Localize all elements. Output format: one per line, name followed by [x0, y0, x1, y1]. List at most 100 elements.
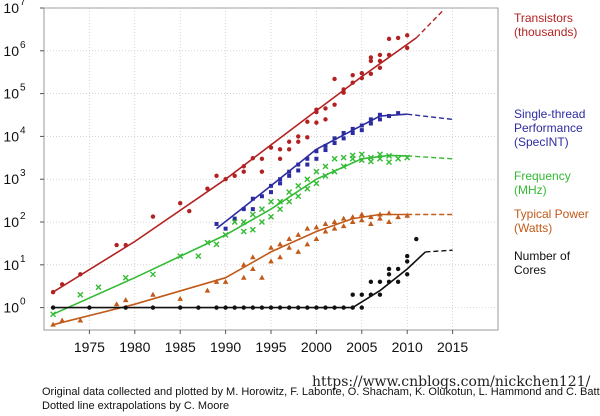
series-4-point — [368, 292, 374, 297]
series-2-point — [122, 274, 129, 281]
series-0-point — [386, 36, 392, 42]
series-3-point — [59, 317, 65, 323]
series-1-point — [296, 162, 301, 167]
series-2-point — [395, 155, 402, 162]
y-tick-label: 10 — [3, 86, 19, 102]
series-0-point — [368, 58, 374, 64]
y-tick-exponent: 1 — [20, 254, 26, 265]
y-tick-exponent: 6 — [20, 40, 26, 51]
series-3-point — [331, 219, 338, 225]
series-3-point — [259, 274, 265, 280]
series-4-point — [323, 305, 328, 310]
series-3-point — [340, 223, 347, 229]
series-1-point — [323, 143, 328, 148]
series-1-point — [232, 216, 237, 221]
series-1-point — [287, 173, 292, 178]
series-3-label-line: (Watts) — [514, 221, 552, 235]
series-1-point — [377, 112, 382, 117]
series-3-point — [268, 258, 274, 264]
series-3-point — [349, 214, 356, 220]
series-0-point — [150, 214, 156, 219]
series-2-point — [240, 228, 247, 235]
x-tick-label: 1990 — [210, 339, 241, 355]
series-0-point — [187, 208, 192, 214]
series-2-trend-line — [52, 154, 408, 315]
series-0-point — [123, 242, 128, 248]
series-0-point — [259, 169, 265, 174]
series-4-point — [232, 305, 237, 310]
series-0-point — [350, 72, 355, 78]
y-tick-label: 10 — [3, 171, 19, 187]
series-0-point — [323, 117, 328, 122]
series-0-point — [323, 106, 328, 111]
series-2-label-line: Frequency — [514, 169, 571, 183]
series-0-point — [286, 139, 292, 144]
series-2-point — [322, 163, 329, 170]
series-2-point — [313, 168, 320, 175]
series-3-point — [304, 241, 311, 247]
series-1-point — [377, 117, 382, 122]
series-0-point — [296, 139, 301, 144]
series-0-point — [59, 282, 65, 287]
series-2-point — [386, 159, 393, 166]
y-tick-label: 10 — [3, 257, 19, 273]
x-tick-label: 2000 — [301, 339, 332, 355]
series-0-point — [241, 169, 246, 174]
series-1-point — [323, 148, 328, 153]
series-3-point — [295, 248, 302, 254]
series-2-point — [295, 193, 302, 200]
series-0-point — [114, 242, 119, 248]
series-1-point — [241, 207, 246, 212]
series-1-point — [332, 136, 337, 141]
series-3-point — [359, 217, 365, 223]
series-0-point — [50, 289, 56, 295]
series-3-point — [50, 321, 56, 327]
series-2-point — [258, 206, 265, 213]
series-4-point — [341, 305, 346, 310]
series-1-point — [250, 196, 255, 201]
series-2-point — [277, 206, 284, 213]
series-0-point — [268, 145, 274, 150]
series-2-point — [313, 180, 320, 187]
series-2-point — [240, 219, 247, 226]
series-2-point — [277, 198, 284, 205]
y-tick-exponent: 4 — [20, 125, 26, 136]
y-tick-exponent: 0 — [20, 297, 26, 308]
series-0-point — [359, 70, 364, 76]
series-2-point — [195, 253, 202, 260]
series-3-point — [368, 220, 374, 226]
watermark-url: https://www.cnblogs.com/nickchen121/ — [312, 374, 591, 390]
x-tick-label: 2005 — [346, 339, 377, 355]
series-2-point — [268, 213, 274, 220]
series-4-point — [386, 279, 392, 285]
series-4-point — [259, 305, 265, 310]
footer-extrapolation-note: Dotted line extrapolations by C. Moore — [42, 400, 230, 412]
series-3-point — [213, 278, 220, 284]
series-4-point — [214, 305, 219, 310]
series-2-point — [376, 151, 383, 158]
series-0-point — [377, 52, 383, 58]
series-4-point — [250, 305, 256, 310]
x-tick-label: 2015 — [437, 339, 468, 355]
series-4-point — [123, 305, 128, 310]
series-1-point — [396, 111, 401, 116]
series-1-point — [250, 207, 255, 212]
series-3-point — [240, 261, 247, 267]
series-2-point — [304, 185, 311, 192]
y-tick-label: 10 — [3, 43, 19, 59]
series-4-point — [87, 305, 92, 310]
series-0-point — [277, 156, 283, 161]
x-tick-label: 1995 — [255, 339, 286, 355]
x-tick-label: 1985 — [165, 339, 196, 355]
series-1-point — [314, 156, 319, 161]
series-4-point — [305, 305, 310, 310]
series-0-point — [350, 80, 355, 85]
series-0-point — [314, 107, 319, 112]
series-2-point — [358, 151, 365, 158]
series-2-point — [149, 271, 156, 278]
y-tick-exponent: 2 — [20, 211, 26, 222]
y-tick-exponent: 3 — [20, 168, 26, 179]
series-0-point — [223, 177, 228, 182]
series-4-extrapolation-line — [425, 249, 453, 253]
y-tick-exponent: 7 — [20, 0, 26, 8]
